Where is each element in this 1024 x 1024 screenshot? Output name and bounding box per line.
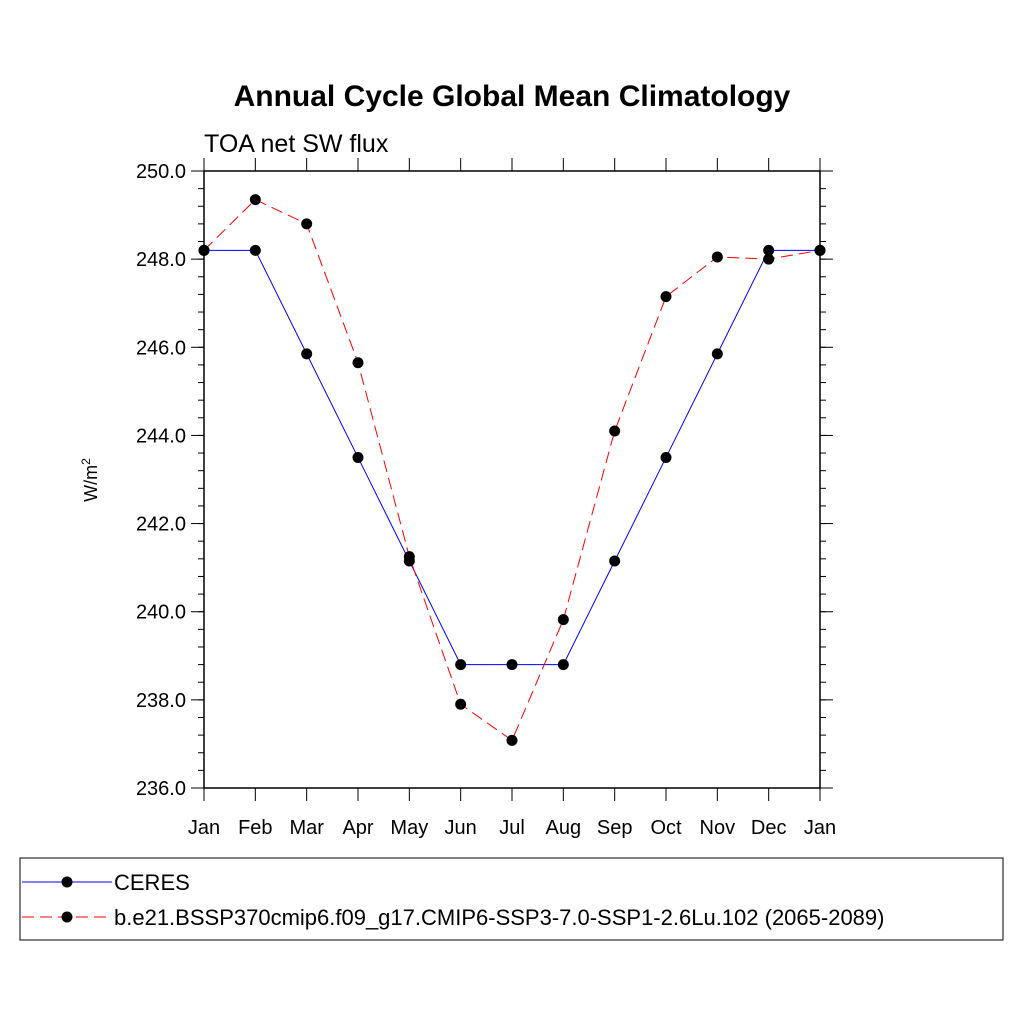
y-tick-labels: 236.0 238.0 240.0 242.0 244.0 246.0 248.0 250.0	[136, 161, 186, 800]
series-marker	[557, 614, 569, 626]
series-marker	[455, 698, 467, 710]
chart-subtitle: TOA net SW flux	[204, 130, 389, 158]
x-tick-label: Jan	[804, 817, 836, 839]
series-marker	[352, 357, 364, 369]
series-line	[204, 249, 820, 666]
series-marker	[455, 659, 467, 671]
series-marker	[557, 659, 569, 671]
chart-title: Annual Cycle Global Mean Climatology	[234, 80, 791, 113]
x-tick-label: Jan	[188, 817, 220, 839]
series-marker	[198, 244, 210, 256]
y-axis-label-superscript: 2	[79, 458, 93, 465]
y-tick-label: 242.0	[136, 514, 186, 536]
x-tick-labels: Jan Feb Mar Apr May Jun Jul Aug Sep Oct Nov Dec Jan	[188, 817, 836, 839]
series-marker	[352, 451, 364, 463]
y-axis-label: W/m2	[79, 458, 101, 502]
axis-ticks	[191, 158, 833, 801]
y-tick-label: 240.0	[136, 602, 186, 624]
x-tick-label: Sep	[597, 817, 633, 839]
x-tick-label: Jul	[499, 817, 525, 839]
x-tick-label: Aug	[546, 817, 582, 839]
series-marker	[506, 734, 518, 746]
legend-marker	[61, 876, 73, 888]
y-tick-label: 238.0	[136, 690, 186, 712]
series-marker	[660, 291, 672, 303]
series-marker	[711, 251, 723, 263]
series-marker	[249, 244, 261, 256]
series-marker	[403, 551, 415, 563]
plot-frame	[203, 170, 821, 789]
x-tick-label: May	[390, 817, 428, 839]
x-tick-label: Mar	[289, 817, 324, 839]
x-tick-label: Apr	[342, 817, 373, 839]
x-tick-label: Nov	[700, 817, 736, 839]
y-axis-label-unit: W/m	[81, 465, 101, 502]
series-marker	[506, 659, 518, 671]
legend-marker	[61, 911, 73, 923]
x-tick-label: Jun	[445, 817, 477, 839]
legend: CERES b.e21.BSSP370cmip6.f09_g17.CMIP6-SS…	[19, 857, 1004, 941]
series-layer	[198, 194, 826, 746]
y-tick-label: 250.0	[136, 161, 186, 183]
series-marker	[249, 194, 261, 206]
series-marker	[301, 218, 313, 230]
series-marker	[763, 253, 775, 265]
series-marker	[301, 348, 313, 360]
y-tick-label: 248.0	[136, 249, 186, 271]
series-marker	[609, 555, 621, 567]
legend-label: CERES	[114, 870, 190, 895]
series-marker	[609, 425, 621, 437]
legend-box	[19, 857, 1004, 941]
x-tick-label: Dec	[751, 817, 787, 839]
legend-label: b.e21.BSSP370cmip6.f09_g17.CMIP6-SSP3-7.…	[114, 905, 884, 930]
y-tick-label: 244.0	[136, 425, 186, 447]
y-tick-label: 236.0	[136, 778, 186, 800]
series-marker	[711, 348, 723, 360]
y-tick-label: 246.0	[136, 337, 186, 359]
series-marker	[763, 244, 775, 256]
plot-border	[203, 170, 821, 789]
x-tick-label: Feb	[238, 817, 272, 839]
series-marker	[814, 244, 826, 256]
legend-entries: CERES b.e21.BSSP370cmip6.f09_g17.CMIP6-SS…	[22, 870, 884, 930]
series-marker	[660, 451, 672, 463]
x-tick-label: Oct	[650, 817, 682, 839]
